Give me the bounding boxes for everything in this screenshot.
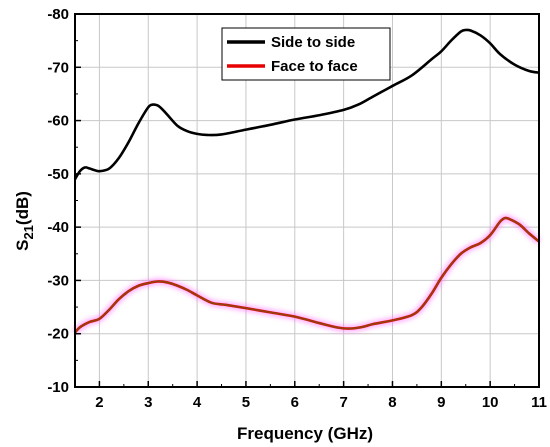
x-tick-label: 5 <box>242 394 250 411</box>
y-tick-label: -80 <box>47 6 69 23</box>
legend: Side to side Face to face <box>221 27 391 81</box>
x-tick-label: 7 <box>339 394 347 411</box>
y-axis-title-main: S <box>13 240 32 251</box>
series-line-overlay-face-to-face <box>74 217 540 334</box>
y-tick-label: -20 <box>47 326 69 343</box>
series-line-side-to-side <box>73 28 540 180</box>
y-axis-title-unit: (dB) <box>13 191 32 225</box>
x-tick-label: 9 <box>437 394 445 411</box>
x-tick-label: 10 <box>482 394 499 411</box>
y-tick-label: -60 <box>47 113 69 130</box>
y-axis-title: S21(dB) <box>13 191 36 251</box>
legend-box <box>221 27 391 81</box>
x-tick-label: 2 <box>95 394 103 411</box>
x-tick-label: 4 <box>193 394 202 411</box>
tick-labels: 2 3 4 5 6 7 8 9 10 11 -10 -20 -30 -40 -50 -60 -70 -80 <box>47 6 547 411</box>
legend-label-side-to-side: Side to side <box>271 34 355 51</box>
y-tick-label: -10 <box>47 379 69 396</box>
y-tick-label: -40 <box>47 219 69 236</box>
x-tick-label: 8 <box>388 394 396 411</box>
series-group <box>72 28 542 336</box>
legend-label-face-to-face: Face to face <box>271 58 358 75</box>
x-tick-label: 11 <box>531 394 547 411</box>
y-tick-label: -50 <box>47 166 69 183</box>
y-axis-title-sub: 21 <box>21 225 36 239</box>
y-tick-label: -70 <box>47 59 69 76</box>
x-tick-label: 3 <box>144 394 152 411</box>
x-axis-title: Frequency (GHz) <box>237 424 373 443</box>
x-tick-label: 6 <box>291 394 299 411</box>
y-tick-label: -30 <box>47 272 69 289</box>
axis-ticks <box>75 13 540 388</box>
